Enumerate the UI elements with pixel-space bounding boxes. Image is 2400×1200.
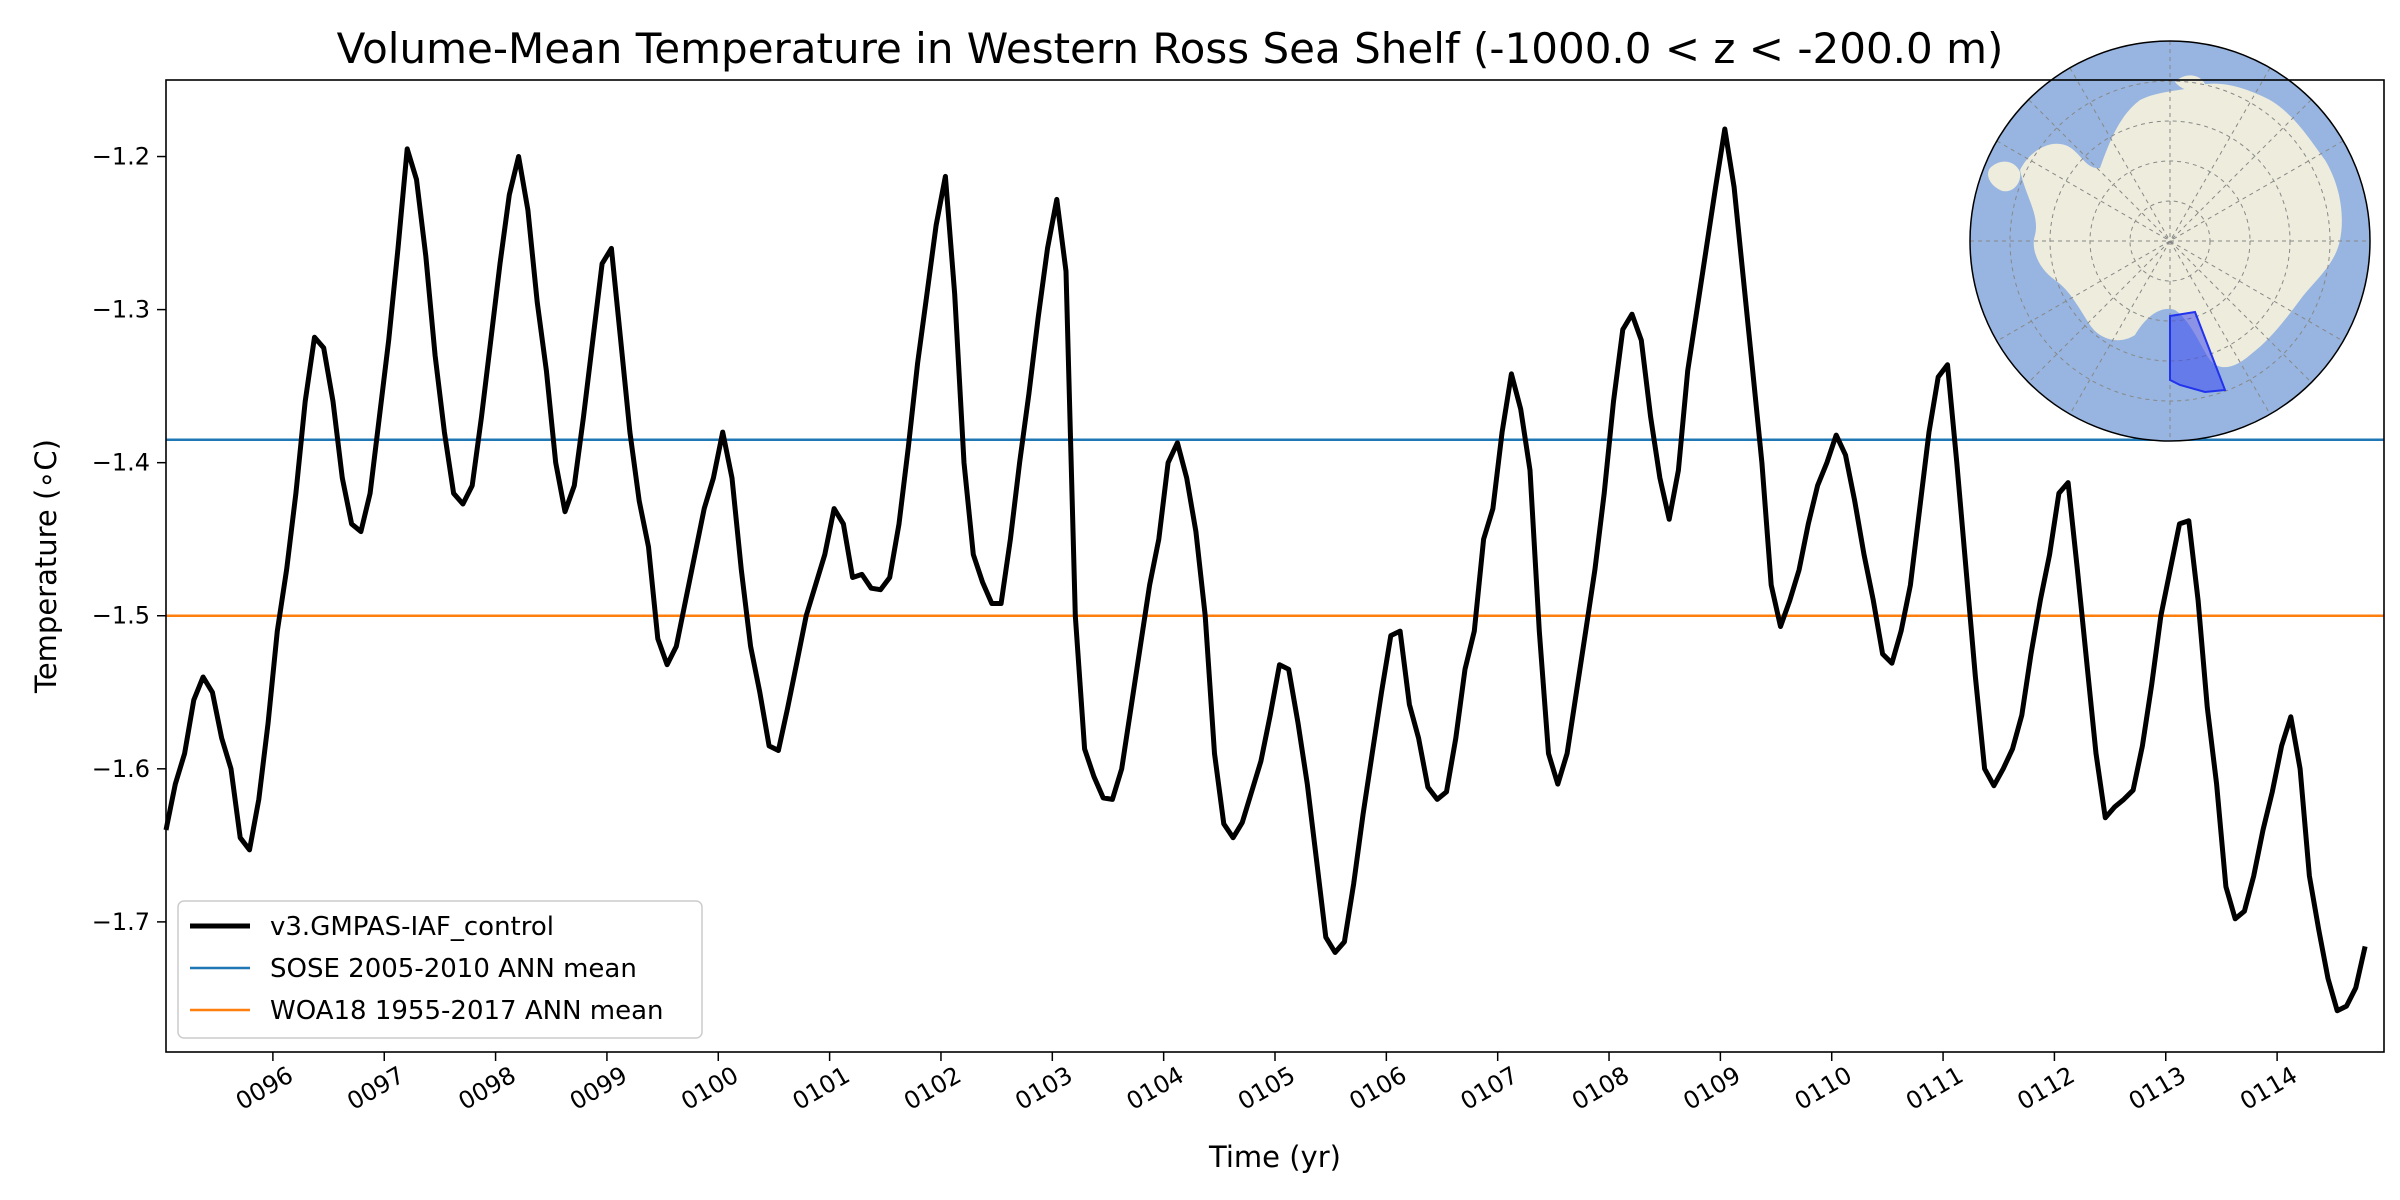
x-tick-label: 0096 <box>231 1061 298 1116</box>
y-tick-label: −1.7 <box>92 908 150 936</box>
legend-label-sose: SOSE 2005-2010 ANN mean <box>270 954 637 984</box>
series-line-v3-gmpas-iaf-control <box>163 126 2368 1014</box>
x-tick-label: 0113 <box>2124 1061 2191 1116</box>
legend-box <box>177 900 703 1039</box>
y-tick-label: −1.3 <box>92 296 150 324</box>
y-tick-label: −1.6 <box>92 755 150 783</box>
x-axis-label: Time (yr) <box>1208 1140 1341 1174</box>
legend-label-v3-gmpas-iaf-control: v3.GMPAS-IAF_control <box>270 912 554 942</box>
x-tick-label: 0105 <box>1233 1061 1300 1116</box>
x-tick-label: 0100 <box>676 1061 743 1116</box>
chart-title: Volume-Mean Temperature in Western Ross … <box>337 24 2004 73</box>
x-tick-label: 0106 <box>1344 1061 1411 1116</box>
y-tick-label: −1.5 <box>92 602 150 630</box>
x-tick-label: 0101 <box>788 1061 855 1116</box>
y-tick-label: −1.4 <box>92 449 150 477</box>
x-tick-label: 0103 <box>1010 1061 1077 1116</box>
y-axis-ticks: −1.2 −1.3 −1.4 −1.5 −1.6 −1.7 <box>92 143 166 936</box>
x-tick-label: 0097 <box>342 1061 409 1116</box>
antarctica-polar-map-icon <box>1969 40 2371 442</box>
x-tick-label: 0107 <box>1456 1061 1523 1116</box>
legend: v3.GMPAS-IAF_control SOSE 2005-2010 ANN … <box>177 900 703 1039</box>
y-axis-label: Temperature (∘C) <box>29 439 63 694</box>
x-tick-label: 0098 <box>454 1061 521 1116</box>
x-tick-label: 0109 <box>1678 1061 1745 1116</box>
x-axis-ticks: 0096 0097 0098 0099 0100 0101 0102 0103 0104 0105… <box>231 1052 2302 1116</box>
reference-lines <box>166 438 2384 617</box>
x-tick-label: 0112 <box>2013 1061 2080 1116</box>
y-tick-label: −1.2 <box>92 143 150 171</box>
x-tick-label: 0110 <box>1790 1061 1857 1116</box>
legend-label-woa18: WOA18 1955-2017 ANN mean <box>270 996 664 1026</box>
x-tick-label: 0104 <box>1122 1061 1189 1116</box>
x-tick-label: 0114 <box>2235 1061 2302 1116</box>
x-tick-label: 0099 <box>565 1061 632 1116</box>
x-tick-label: 0111 <box>1901 1061 1968 1116</box>
x-tick-label: 0108 <box>1567 1061 1634 1116</box>
x-tick-label: 0102 <box>899 1061 966 1116</box>
